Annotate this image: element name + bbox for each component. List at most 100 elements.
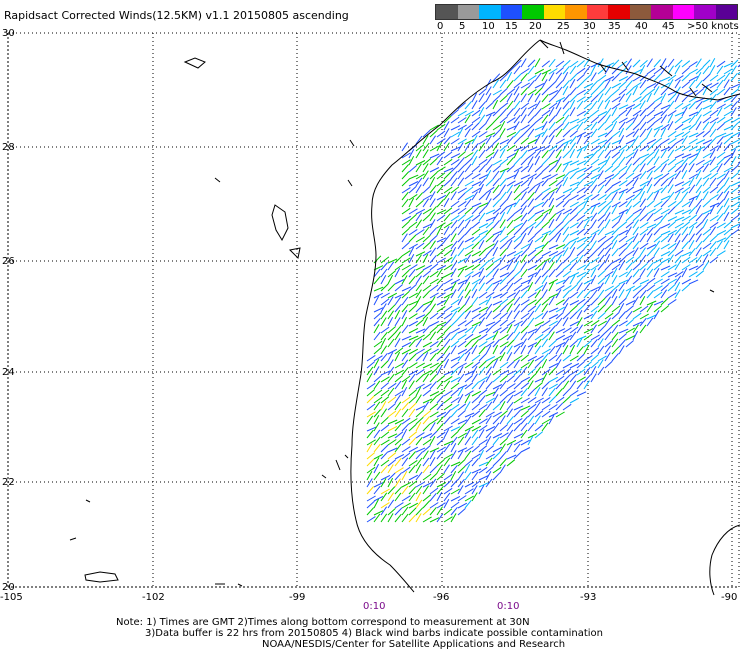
wind-barb	[604, 304, 613, 313]
wind-barb	[394, 502, 404, 509]
wind-barb	[625, 262, 633, 271]
wind-barb	[394, 375, 403, 383]
wind-barb	[583, 135, 591, 145]
wind-barb	[534, 415, 541, 425]
wind-barb	[520, 191, 527, 201]
wind-barb	[422, 516, 432, 523]
wind-barb	[660, 104, 671, 110]
wind-barb	[499, 319, 509, 327]
wind-barb	[415, 451, 424, 460]
wind-barb	[436, 459, 445, 467]
wind-barb	[555, 194, 565, 201]
wind-barb	[436, 380, 444, 390]
wind-barb	[408, 502, 419, 509]
wind-barb	[716, 60, 726, 68]
wind-barb	[401, 324, 409, 334]
wind-barb	[492, 387, 500, 397]
wind-barb	[464, 412, 475, 418]
wind-barb	[380, 256, 390, 264]
wind-barb	[548, 80, 557, 89]
wind-barb	[688, 247, 696, 257]
wind-barb	[506, 79, 514, 89]
wind-barb	[562, 247, 569, 257]
wind-barb	[478, 267, 485, 278]
wind-barb	[604, 200, 613, 208]
wind-barb	[513, 136, 522, 145]
wind-barb	[436, 338, 444, 348]
wind-barb	[366, 411, 376, 418]
wind-barb	[520, 124, 530, 131]
wind-barb	[415, 251, 426, 257]
wind-barb	[625, 186, 635, 194]
wind-barb	[478, 360, 487, 369]
wind-barb	[527, 342, 538, 348]
wind-barb	[478, 206, 487, 215]
wind-barb	[478, 282, 486, 292]
wind-barb	[492, 472, 501, 481]
wind-barb	[485, 93, 492, 103]
wind-barb	[695, 263, 705, 271]
wind-barb	[394, 467, 404, 474]
wind-barb	[597, 297, 606, 306]
wind-barb	[513, 59, 522, 68]
wind-barb	[562, 199, 571, 208]
wind-barb	[492, 108, 501, 117]
wind-barb	[450, 361, 460, 369]
wind-barb	[597, 164, 606, 173]
wind-barb	[681, 241, 689, 250]
wind-barb	[646, 151, 655, 159]
wind-barb	[709, 165, 719, 173]
wind-barb	[674, 92, 681, 103]
wind-barb	[366, 507, 375, 516]
wind-barb	[534, 312, 544, 320]
wind-barb	[555, 328, 566, 334]
wind-barb	[646, 74, 656, 82]
legend-swatch	[500, 5, 522, 19]
wind-barb	[422, 457, 430, 467]
wind-barb	[492, 115, 501, 124]
wind-barb	[555, 80, 564, 89]
wind-barb	[667, 200, 677, 208]
wind-barb	[492, 403, 501, 411]
wind-barb	[604, 107, 612, 117]
wind-barb	[737, 106, 740, 110]
wind-barb	[639, 247, 646, 257]
wind-barb	[513, 331, 521, 341]
wind-barb	[695, 227, 704, 236]
wind-barb	[681, 215, 691, 222]
wind-barb	[709, 226, 717, 236]
wind-barb	[394, 443, 402, 453]
wind-barb	[695, 233, 702, 243]
wind-barb	[660, 158, 670, 166]
wind-barb	[730, 117, 740, 124]
wind-barb	[394, 255, 403, 264]
wind-barb	[674, 209, 685, 215]
wind-barb	[499, 334, 509, 341]
wind-barb	[639, 284, 648, 292]
wind-barb	[380, 400, 387, 411]
wind-barb	[527, 281, 534, 292]
wind-barb	[674, 65, 681, 75]
wind-barb	[548, 415, 555, 425]
wind-barb	[527, 128, 535, 138]
wind-barb	[597, 111, 608, 117]
wind-barb	[387, 425, 398, 432]
wind-barb	[478, 114, 486, 124]
wind-barb	[478, 461, 489, 467]
wind-barb	[541, 257, 551, 264]
wind-barb	[555, 86, 563, 96]
wind-barb	[464, 296, 471, 306]
wind-barb	[436, 268, 443, 278]
wind-barb	[730, 101, 738, 110]
wind-barb	[625, 305, 634, 313]
wind-barb	[625, 107, 633, 117]
wind-barb	[499, 443, 506, 453]
wind-barb	[527, 255, 536, 264]
wind-barb	[422, 351, 429, 362]
wind-barb	[660, 305, 670, 313]
wind-barb	[380, 376, 390, 383]
wind-barb	[688, 240, 695, 250]
wind-barb	[492, 436, 500, 446]
wind-barb	[695, 198, 703, 208]
wind-barb	[401, 352, 409, 362]
